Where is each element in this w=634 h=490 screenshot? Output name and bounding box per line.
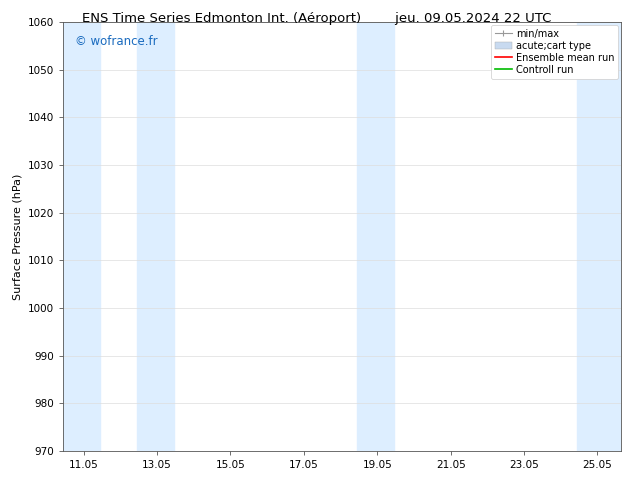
Legend: min/max, acute;cart type, Ensemble mean run, Controll run: min/max, acute;cart type, Ensemble mean …	[491, 25, 618, 78]
Text: ENS Time Series Edmonton Int. (Aéroport)        jeu. 09.05.2024 22 UTC: ENS Time Series Edmonton Int. (Aéroport)…	[82, 12, 552, 25]
Text: © wofrance.fr: © wofrance.fr	[75, 35, 157, 48]
Bar	[63, 22, 100, 451]
Bar	[137, 22, 174, 451]
Bar	[578, 22, 621, 451]
Bar	[357, 22, 394, 451]
Y-axis label: Surface Pressure (hPa): Surface Pressure (hPa)	[13, 173, 23, 299]
